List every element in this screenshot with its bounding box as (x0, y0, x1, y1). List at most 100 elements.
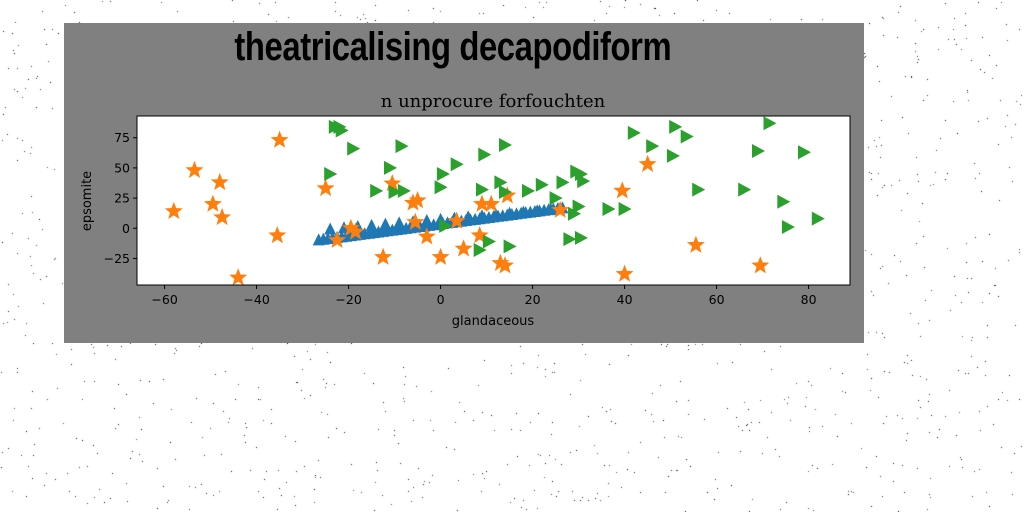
star-marker (482, 194, 501, 212)
triangle-right-marker (549, 191, 563, 206)
plot-frame (136, 115, 851, 286)
x-tick-label: −40 (243, 292, 269, 307)
triangle-right-marker (434, 180, 448, 195)
data-markers (164, 116, 825, 286)
star-marker (491, 253, 510, 271)
triangle-up-marker (531, 204, 544, 217)
triangle-right-marker (347, 141, 361, 156)
triangle-right-marker (627, 125, 641, 140)
triangle-right-marker (572, 199, 586, 214)
triangle-right-marker (556, 175, 570, 190)
triangle-right-marker (570, 164, 584, 179)
triangle-right-marker (436, 166, 450, 181)
star-marker (341, 218, 360, 236)
scatter-chart: n unprocure forfouchten glandaceous epso… (80, 91, 851, 329)
star-marker (210, 172, 229, 191)
star-marker (496, 256, 514, 274)
figure-panel: theatricalising decapodiform n unprocure… (64, 23, 864, 343)
star-marker (346, 222, 365, 240)
x-tick-label: 20 (525, 292, 541, 307)
triangle-right-marker (811, 211, 825, 226)
triangle-right-marker (388, 185, 402, 200)
triangle-right-marker (384, 160, 397, 175)
triangle-right-marker (439, 218, 453, 233)
triangle-up-marker (489, 207, 502, 220)
x-tick-label: 40 (617, 292, 633, 307)
x-axis-label: glandaceous (452, 314, 535, 329)
triangle-right-marker (781, 220, 795, 235)
triangle-right-marker (680, 129, 694, 144)
triangle-right-marker (478, 147, 492, 162)
star-marker (686, 235, 705, 253)
star-marker (268, 226, 287, 244)
triangle-right-marker (738, 182, 752, 197)
figure-headline: theatricalising decapodiform (234, 25, 672, 69)
star-marker (408, 191, 427, 209)
star-marker (454, 239, 473, 257)
triangle-up-marker (503, 206, 516, 219)
triangle-up-marker (476, 209, 488, 222)
x-tick-label: 60 (709, 292, 725, 307)
star-marker (203, 194, 222, 212)
chart-title: n unprocure forfouchten (381, 91, 606, 112)
y-tick-label: 25 (114, 191, 130, 206)
x-tick-label: 80 (801, 292, 817, 307)
triangle-right-marker (482, 234, 496, 249)
star-marker (638, 154, 657, 172)
triangle-up-marker (517, 205, 530, 218)
star-marker (164, 201, 183, 219)
star-marker (447, 211, 466, 229)
y-tick-label: 50 (114, 160, 130, 175)
triangle-right-marker (577, 174, 591, 189)
star-marker (551, 200, 570, 218)
star-marker (404, 193, 422, 211)
star-marker (316, 178, 335, 197)
triangle-up-marker (545, 203, 557, 216)
triangle-up-marker (365, 218, 378, 231)
y-tick-label: −25 (104, 251, 130, 266)
x-tick-label: 0 (437, 292, 445, 307)
star-marker (431, 247, 450, 265)
y-axis-label: epsomite (80, 171, 95, 231)
star-marker (470, 226, 489, 244)
x-tick-label: −20 (335, 292, 361, 307)
star-marker (615, 264, 634, 282)
triangle-right-marker (324, 166, 338, 181)
triangle-right-marker (397, 183, 411, 198)
triangle-right-marker (499, 185, 512, 200)
star-marker (374, 247, 393, 265)
triangle-right-marker (752, 144, 765, 159)
star-marker (406, 212, 425, 230)
triangle-right-marker (473, 242, 487, 257)
triangle-right-marker (568, 206, 581, 221)
star-marker (383, 174, 402, 192)
triangle-right-marker (798, 145, 811, 160)
triangle-right-marker (395, 139, 409, 154)
star-marker (270, 130, 289, 148)
triangle-up-marker (393, 216, 406, 229)
triangle-right-marker (494, 175, 508, 190)
triangle-right-marker (618, 201, 632, 216)
triangle-right-marker (763, 116, 777, 131)
triangle-up-marker (324, 222, 337, 235)
triangle-right-marker (777, 194, 791, 209)
triangle-right-marker (522, 183, 535, 198)
triangle-right-marker (646, 139, 660, 154)
triangle-right-marker (692, 182, 706, 197)
star-marker (613, 181, 632, 199)
star-marker (185, 160, 204, 178)
triangle-up-marker (462, 210, 475, 223)
star-marker (229, 268, 248, 286)
triangle-right-marker (535, 177, 549, 192)
y-tick-label: 0 (122, 221, 130, 236)
star-marker (213, 207, 232, 226)
triangle-right-marker (574, 230, 588, 245)
plot-area (137, 116, 850, 285)
triangle-right-marker (499, 137, 512, 152)
triangle-right-marker (476, 182, 489, 197)
triangle-right-marker (666, 148, 680, 163)
star-marker (751, 256, 770, 274)
triangle-right-marker (563, 232, 577, 247)
triangle-up-marker (379, 217, 392, 230)
triangle-right-marker (450, 157, 464, 172)
